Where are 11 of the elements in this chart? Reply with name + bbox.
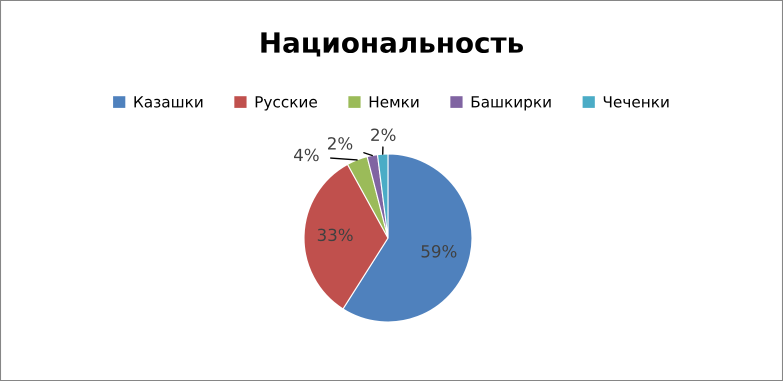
legend-label: Казашки [134, 96, 202, 108]
data-label: 4% [294, 148, 319, 162]
chart-title: Национальность [261, 32, 523, 56]
legend-label: Башкирки [472, 96, 551, 111]
data-label: 2% [371, 128, 396, 142]
data-label: 2% [328, 137, 352, 150]
data-label: 59% [422, 244, 456, 258]
legend-label: Немки [370, 96, 418, 108]
legend-label: Чеченки [604, 96, 669, 108]
data-label: 33% [318, 228, 353, 242]
legend-label: Русские [256, 96, 317, 111]
